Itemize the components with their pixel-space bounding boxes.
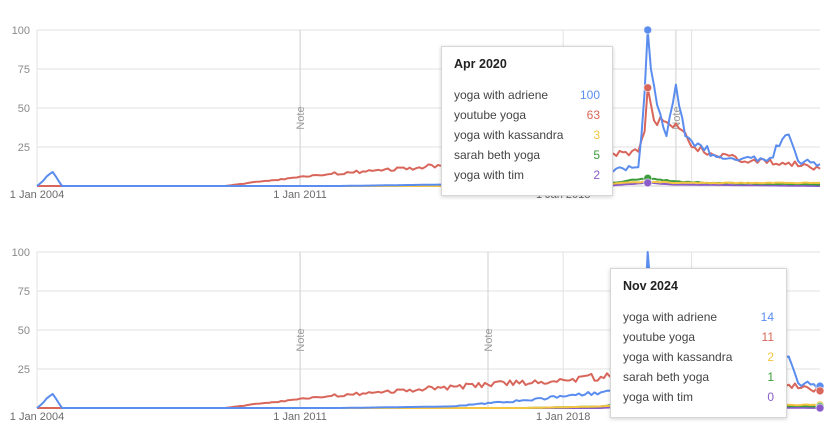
tooltip-row-sarah-beth-yoga: sarah beth yoga 1 [623,367,774,387]
tooltip-row-yoga-with-adriene: yoga with adriene 14 [623,307,774,327]
tooltip-date: Nov 2024 [623,279,678,293]
tooltip-series-name: yoga with kassandra [623,350,733,364]
y-tick-label: 75 [18,286,30,298]
tooltip-series-name: sarah beth yoga [454,148,541,162]
hover-tooltip-bottom: Nov 2024 yoga with adriene 14 youtube yoga… [610,268,787,418]
tooltip-series-value: 11 [761,330,774,344]
tooltip-series-name: yoga with adriene [454,88,549,102]
tooltip-series-value: 2 [767,350,774,364]
x-tick-label: 1 Jan 2004 [10,189,64,201]
tooltip-row-yoga-with-kassandra: yoga with kassandra 2 [623,347,774,367]
y-tick-label: 50 [18,103,30,115]
tooltip-series-value: 2 [593,168,600,182]
tooltip-row-yoga-with-kassandra: yoga with kassandra 3 [454,125,600,145]
tooltip-series-value: 0 [767,390,774,404]
x-tick-label: 1 Jan 2011 [273,189,327,201]
y-tick-label: 100 [12,247,30,259]
tooltip-row-yoga-with-adriene: yoga with adriene 100 [454,85,600,105]
tooltip-series-value: 63 [586,108,600,122]
y-tick-label: 25 [18,364,30,376]
y-tick-label: 75 [18,64,30,76]
tooltip-series-name: yoga with tim [623,390,694,404]
y-tick-label: 25 [18,142,30,154]
tooltip-row-sarah-beth-yoga: sarah beth yoga 5 [454,145,600,165]
series-line-youtube-yoga [37,86,821,187]
y-tick-label: 100 [12,25,30,37]
highlight-point-youtube-yoga [643,83,653,93]
note-label[interactable]: Note [295,328,307,351]
series-line-yoga-with-adriene [36,29,821,187]
tooltip-series-name: youtube yoga [454,108,527,122]
hover-tooltip-top: Apr 2020 yoga with adriene 100 youtube yog… [441,46,613,196]
x-tick-label: 1 Jan 2011 [273,411,327,423]
x-tick-label: 1 Jan 2004 [10,411,64,423]
tooltip-series-name: yoga with tim [454,168,525,182]
tooltip-series-value: 100 [579,88,600,102]
y-tick-label: 50 [18,325,30,337]
x-tick-label: 1 Jan 2018 [536,411,590,423]
trend-chart-bottom: 100 75 50 25 1 Jan 2004 1 Jan 2011 1 Jan 2018 N… [0,222,835,440]
note-label[interactable]: Note [483,328,495,351]
tooltip-date: Apr 2020 [454,57,507,71]
tooltip-series-value: 5 [593,148,600,162]
tooltip-series-value: 1 [767,370,774,384]
tooltip-series-name: sarah beth yoga [623,370,710,384]
tooltip-series-value: 3 [593,128,600,142]
tooltip-row-youtube-yoga: youtube yoga 11 [623,327,774,347]
tooltip-series-name: youtube yoga [623,330,696,344]
tooltip-series-value: 14 [760,310,774,324]
tooltip-series-name: yoga with kassandra [454,128,564,142]
note-label[interactable]: Note [295,106,307,129]
tooltip-row-yoga-with-tim: yoga with tim 0 [623,387,774,407]
tooltip-series-name: yoga with adriene [623,310,718,324]
highlight-point-yoga-with-tim [815,403,825,413]
highlight-point-yoga-with-adriene [643,25,653,35]
highlight-point-yoga-with-tim [643,178,653,188]
tooltip-row-youtube-yoga: youtube yoga 63 [454,105,600,125]
highlight-point-youtube-yoga [815,386,825,396]
tooltip-row-yoga-with-tim: yoga with tim 2 [454,165,600,185]
